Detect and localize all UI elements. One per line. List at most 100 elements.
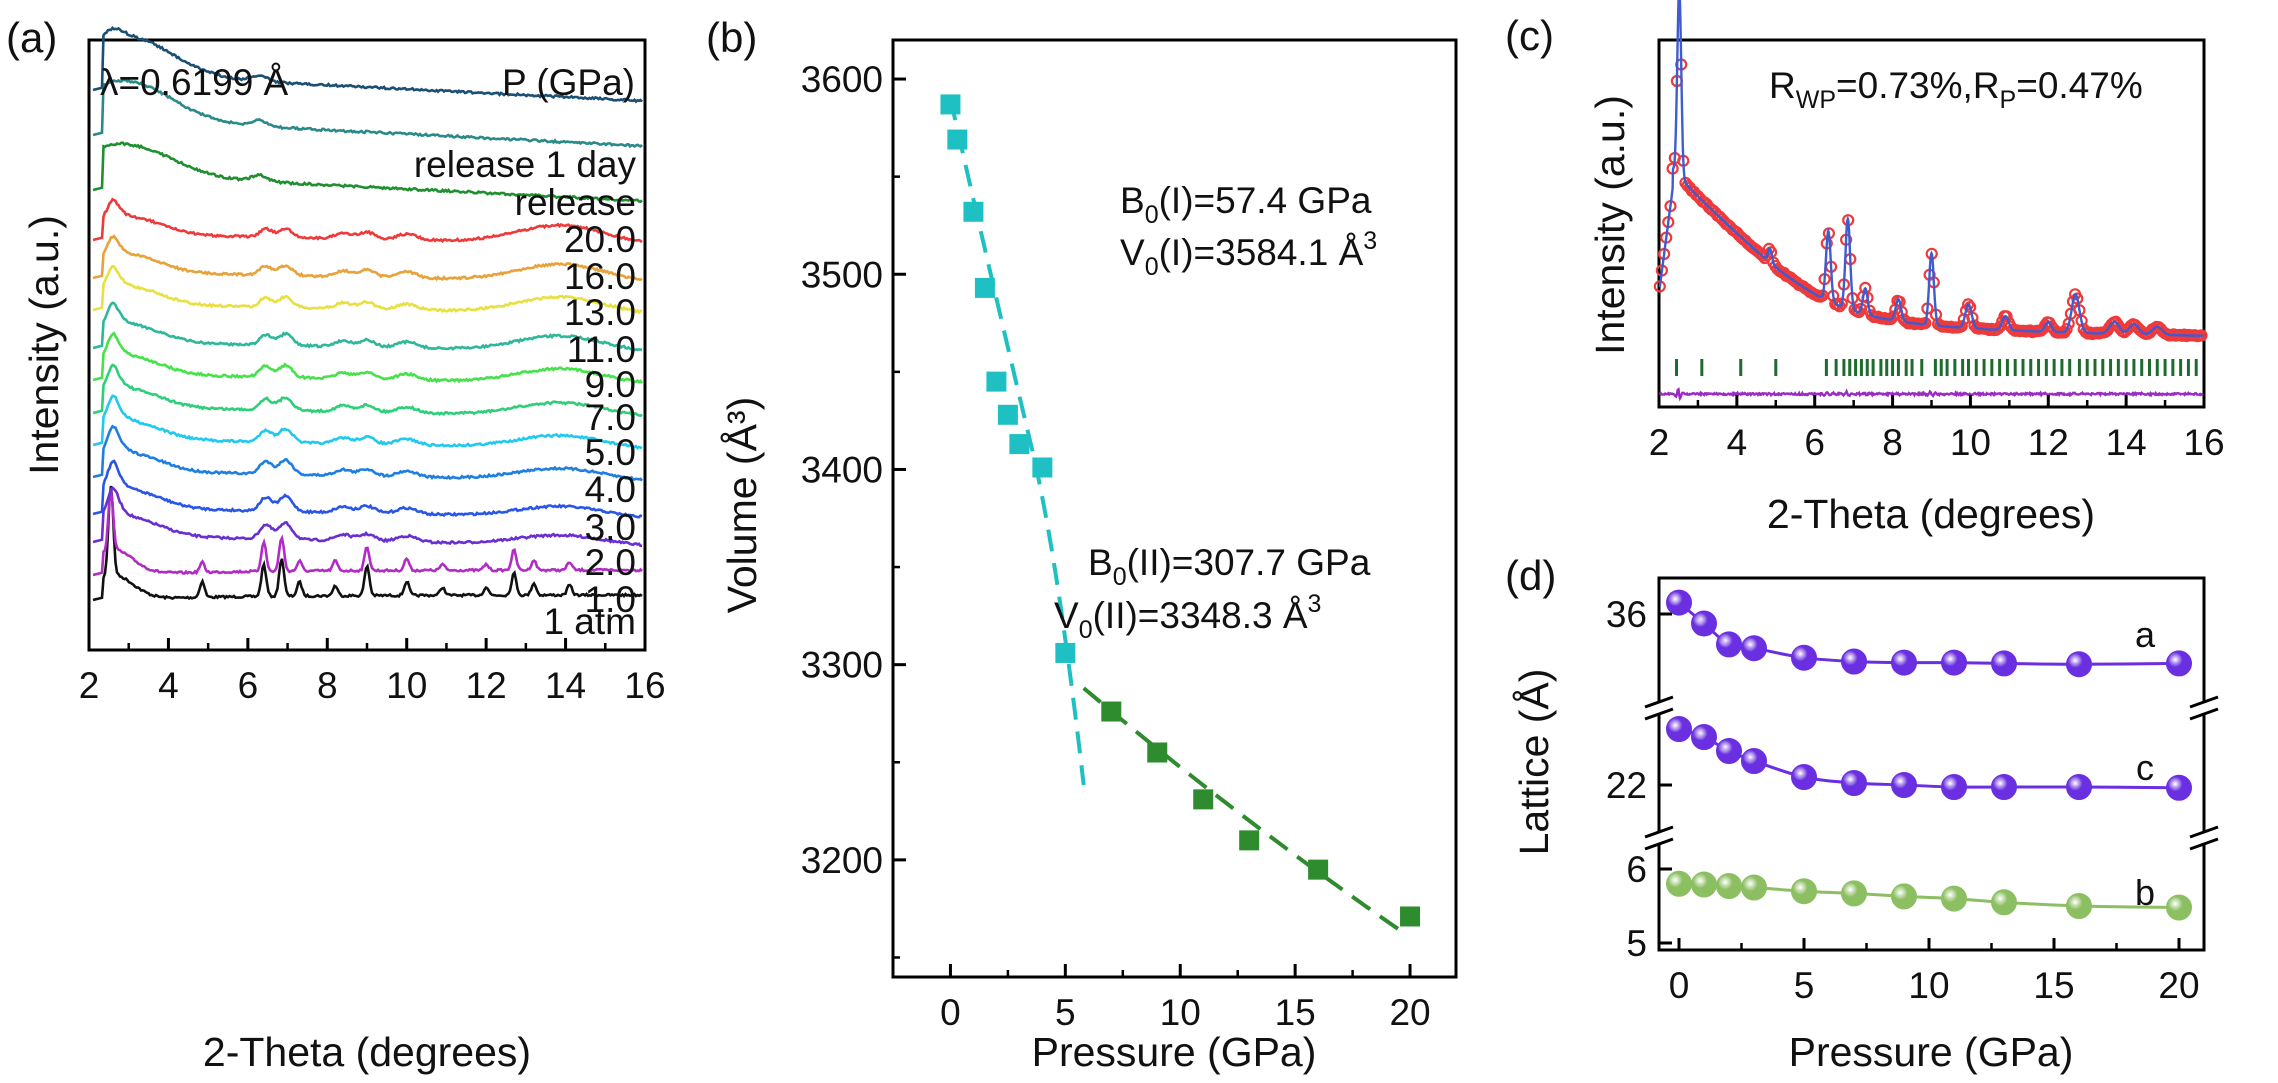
panel-b-point-II [1308, 859, 1329, 880]
panel-b-xtick-label: 0 [940, 992, 961, 1033]
panel-a-pressure-label: release 1 day [414, 144, 637, 185]
panel-b-ylabel: Volume (Å³) [719, 397, 765, 613]
panel-d-point-b [1841, 880, 1867, 907]
panel-d-point-c [1741, 748, 1767, 774]
panel-b-fit-I [948, 98, 1086, 786]
panel-b-ytick-label: 3200 [801, 840, 883, 881]
panel-a-pressure-label: 1 atm [543, 601, 636, 642]
panel-d-point-c [2066, 774, 2092, 800]
panel-d-point-b [1741, 874, 1767, 901]
panel-b-point-II [1147, 742, 1168, 763]
panel-b-ytick-label: 3500 [801, 254, 883, 295]
panel-c-x-ticks: 2 4 6 8 10 12 14 16 [1649, 395, 2225, 463]
panel-d-point-b [2066, 893, 2092, 919]
panel-b-point-II [1239, 830, 1260, 851]
panel-d-point-a [1691, 610, 1717, 637]
panel-d-point-b [1991, 889, 2017, 916]
panel-c-r-factors: RWP=0.73%,RP=0.47% [1769, 65, 2143, 114]
panel-c-plot [1653, 0, 2208, 402]
panel-a-pressure-label: 13.0 [564, 292, 636, 333]
panel-d-ytick-label: 5 [1626, 923, 1647, 964]
panel-d-break-mark [2189, 707, 2219, 721]
panel-b-ticks: 0 5 10 15 20 3200 3300 3400 3500 3600 [801, 59, 1431, 1033]
panel-b-xtick-label: 15 [1275, 992, 1316, 1033]
panel-d-point-b [1891, 883, 1917, 910]
panel-a-curve-4.0 [92, 424, 643, 482]
panel-a-xtick-label: 4 [158, 665, 179, 706]
panel-b-xlabel: Pressure (GPa) [1032, 1029, 1317, 1075]
panel-d-point-a [1991, 650, 2017, 677]
panel-a-pressure-label: 3.0 [585, 507, 636, 548]
panel-d-point-c [1891, 772, 1917, 798]
panel-b-point-I [997, 404, 1018, 425]
panel-a-xtick-label: 16 [624, 665, 665, 706]
panel-d-xtick-label: 10 [1908, 965, 1949, 1006]
panel-a-wavelength: λ=0.6199 Å [100, 62, 289, 103]
panel-c-xtick-label: 2 [1649, 422, 1670, 463]
panel-d-series [1666, 589, 2192, 921]
panel-a-pressure-label: 11.0 [567, 329, 636, 370]
panel-d-ytick-label: 6 [1626, 849, 1647, 890]
panel-b-xtick-label: 5 [1055, 992, 1076, 1033]
panel-d-point-a [1941, 649, 1967, 676]
panel-a-pressure-label: release [515, 182, 636, 223]
panel-a-pressure-label: 20.0 [564, 219, 636, 260]
panel-b-annot-B0-I: B0(I)=57.4 GPa [1120, 180, 1372, 229]
panel-b-annot-B0-II: B0(II)=307.7 GPa [1088, 542, 1371, 591]
panel-d-ytick-label: 36 [1606, 594, 1647, 635]
panel-d-point-b [1691, 871, 1717, 898]
panel-a-xtick-label: 6 [238, 665, 259, 706]
panel-a-xtick-label: 10 [386, 665, 427, 706]
panel-b-points [940, 94, 1421, 927]
panel-c-xtick-label: 6 [1804, 422, 1825, 463]
panel-a-pressure-header: P (GPa) [502, 62, 635, 103]
panel-d-point-b [1666, 870, 1692, 897]
panel-d-break-mark [2189, 695, 2219, 709]
panel-b-annot-V0-I: V0(I)=3584.1 Å3 [1120, 227, 1377, 281]
panel-a-curve-7.0 [92, 363, 643, 418]
panel-b-point-I [1009, 434, 1030, 455]
panel-d-xlabel: Pressure (GPa) [1789, 1029, 2074, 1075]
panel-b-point-I [940, 94, 961, 115]
panel-c: 2 4 6 8 10 12 14 16 RWP=0.73%,RP=0.47% 2-Theta … [1587, 0, 2225, 537]
panel-label-c: (c) [1505, 12, 1554, 59]
panel-d-point-a [1791, 644, 1817, 671]
panel-a-pressure-labels: 1 atm1.02.03.04.05.07.09.011.013.016.020… [414, 144, 637, 642]
panel-a-curve-13.0 [92, 264, 643, 315]
panel-d-point-a [1841, 648, 1867, 675]
panel-a-pressure-label: 1.0 [585, 579, 636, 620]
panel-d-break-mark [2189, 837, 2219, 851]
panel-c-observed-point [2000, 310, 2013, 323]
panel-a-pressure-label: 5.0 [585, 432, 636, 473]
panel-a-curve-9.0 [92, 331, 644, 384]
panel-d-ylabel: Lattice (Å) [1511, 669, 1557, 856]
panel-d-point-b [1791, 878, 1817, 905]
panel-label-a: (a) [6, 14, 57, 61]
panel-a-curve-top [92, 26, 643, 104]
panel-d-ytick-label: 22 [1606, 765, 1647, 806]
panel-a-curve-11.0 [92, 301, 643, 352]
panel-b-point-I [1032, 457, 1053, 478]
panel-a-ylabel: Intensity (a.u.) [21, 215, 67, 475]
panel-c-xtick-label: 14 [2106, 422, 2147, 463]
panel-d-point-c [1941, 774, 1967, 800]
panel-d-xtick-label: 15 [2033, 965, 2074, 1006]
panel-c-fit-curve [1658, 0, 2204, 337]
panel-a-curve-release [92, 141, 643, 204]
panel-a: 1 atm1.02.03.04.05.07.09.011.013.016.020… [21, 26, 666, 1075]
panel-b-point-I [974, 277, 995, 298]
panel-c-ylabel: Intensity (a.u.) [1587, 95, 1633, 355]
panel-d-point-c [1841, 770, 1867, 796]
panel-a-curve-2.0 [92, 486, 642, 548]
panel-d-break-mark [1644, 837, 1674, 851]
panel-a-pressure-label: 16.0 [564, 256, 636, 297]
panel-d-frame [1657, 576, 2206, 952]
panel-a-xlabel: 2-Theta (degrees) [203, 1029, 531, 1075]
panel-d-label-a: a [2135, 614, 2156, 655]
panel-a-curve-release-1-day [92, 78, 643, 149]
panel-d-point-c [1666, 716, 1692, 742]
panel-c-xtick-label: 4 [1727, 422, 1748, 463]
panel-d-point-b [1716, 873, 1742, 899]
